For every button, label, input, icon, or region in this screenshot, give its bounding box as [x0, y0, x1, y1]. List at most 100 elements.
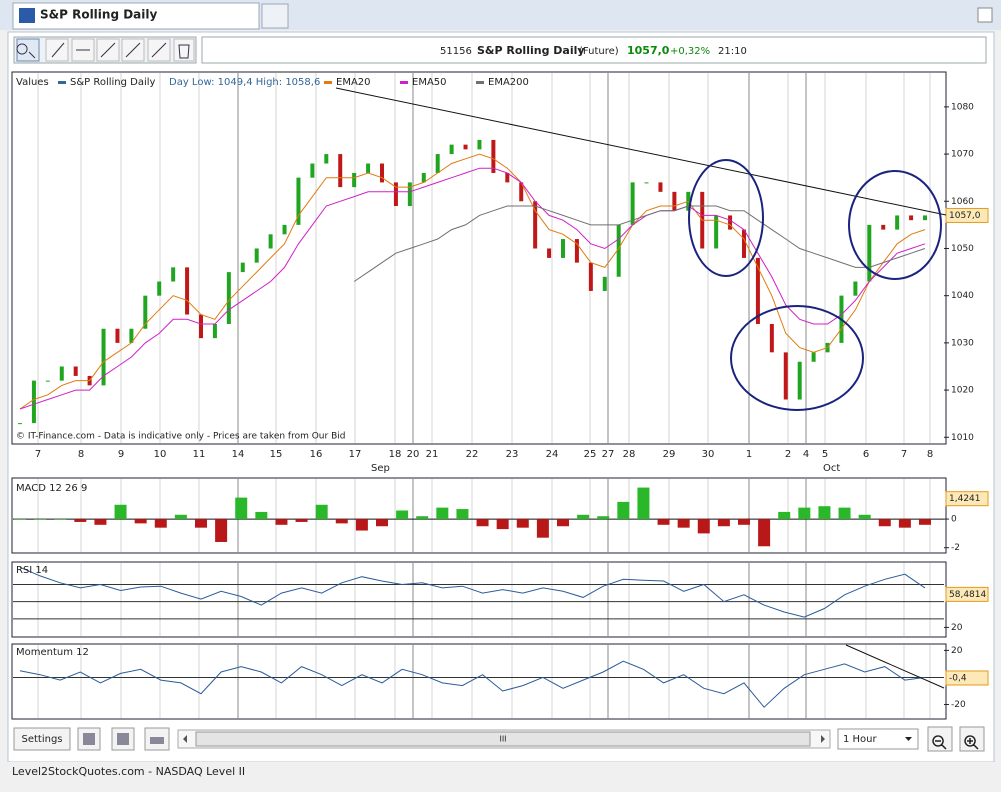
legend-swatch: [476, 81, 484, 84]
data-note: © IT-Finance.com - Data is indicative on…: [16, 432, 345, 442]
x-tick-label: 10: [154, 449, 167, 460]
quote-name: S&P Rolling Daily: [477, 44, 585, 57]
new-tab[interactable]: [261, 3, 289, 29]
zoom-in-button[interactable]: [959, 726, 985, 752]
macd-bar: [74, 519, 87, 522]
series-line: [353, 205, 926, 282]
series-line: [19, 153, 926, 410]
macd-bar: [717, 519, 730, 527]
macd-bar: [54, 519, 67, 520]
macd-bar: [798, 507, 811, 520]
y-tick-label: 20: [951, 623, 963, 633]
y-tick-label: 1080: [951, 102, 974, 112]
x-tick-label: 18: [389, 449, 402, 460]
y-tick-label: 0: [951, 515, 957, 525]
macd-bar: [778, 511, 791, 520]
last-value-label: 1,4241: [949, 494, 981, 504]
y-tick-label: 1060: [951, 197, 974, 207]
x-tick-label: 20: [407, 449, 420, 460]
x-tick-label: 6: [863, 449, 869, 460]
macd-bar: [516, 519, 529, 528]
y-tick-label: 1050: [951, 244, 974, 254]
line-tool[interactable]: [45, 38, 69, 62]
last-value-box: [945, 491, 989, 507]
x-tick-label: 17: [349, 449, 362, 460]
zoom-out-button[interactable]: [927, 726, 953, 752]
macd-bar: [34, 519, 47, 520]
status-bar: [0, 762, 1001, 792]
settings-label: Settings: [21, 734, 62, 745]
plots: 7 8 9 10 11 14 15 16 17 18 20 21 22 23 24 25 27 28 29 30 1 2 4…: [13, 77, 989, 710]
tab[interactable]: [12, 2, 260, 30]
macd-bar: [376, 519, 388, 527]
x-tick-label: 7: [35, 449, 41, 460]
legend-title: Values: [16, 77, 49, 88]
macd-bar: [315, 504, 328, 520]
macd-bar: [617, 501, 630, 520]
last-value-box: [945, 670, 989, 686]
x-tick-label: 11: [193, 449, 206, 460]
series-line: [19, 660, 926, 708]
x-tick-label: 16: [310, 449, 323, 460]
series-line: [19, 566, 926, 618]
y-tick-label: 1030: [951, 338, 974, 348]
x-tick-label: 4: [803, 449, 809, 460]
zoom-tool[interactable]: [16, 38, 40, 62]
bottom-bar: Settings III 1 Hour: [13, 726, 985, 752]
macd-bar: [898, 519, 911, 528]
y-tick-label: 1010: [951, 433, 974, 443]
price-panel: [11, 71, 947, 445]
x-tick-label: 5: [822, 449, 828, 460]
panel-label: Momentum 12: [16, 647, 89, 658]
circle-annotation: [848, 170, 942, 280]
x-tick-label: 9: [118, 449, 124, 460]
app-icon: [19, 8, 35, 23]
y-tick-label: 20: [951, 646, 963, 656]
macd-bar: [818, 506, 831, 520]
trend-line: [335, 87, 947, 216]
macd-bar: [597, 516, 610, 520]
macd-bar: [174, 514, 187, 520]
button-glyphs: [83, 733, 164, 745]
macd-bar: [195, 519, 207, 528]
x-tick-label: 1: [746, 449, 752, 460]
month-label: Sep: [371, 463, 390, 474]
interval-dropdown[interactable]: [837, 728, 919, 750]
macd-bar: [878, 519, 891, 527]
macd-bar: [557, 519, 569, 527]
x-tick-label: 28: [623, 449, 636, 460]
zoom-glyphs: [932, 735, 979, 750]
x-tick-label: 25: [584, 449, 597, 460]
quote-price: 1057,0: [627, 44, 670, 57]
macd-bar: [456, 509, 469, 520]
macd-bar: [114, 504, 127, 520]
x-tick-label: 29: [663, 449, 676, 460]
x-tick-label: 27: [602, 449, 615, 460]
quote-time: 21:10: [718, 46, 747, 57]
macd-bar: [154, 519, 167, 528]
legend-swatch: [58, 81, 66, 84]
scroll-thumb[interactable]: [195, 731, 811, 747]
rsi-panel: [11, 561, 947, 638]
macd-bar: [355, 519, 368, 531]
x-tick-label: 14: [232, 449, 245, 460]
last-value-label: 1057,0: [949, 211, 981, 221]
macd-bar: [134, 519, 147, 524]
macd-bar: [677, 519, 690, 528]
trend-line: [845, 644, 945, 689]
last-value-box: [945, 207, 989, 223]
macd-bar: [657, 519, 670, 525]
macd-bar: [14, 519, 26, 520]
x-tick-label: 21: [426, 449, 439, 460]
day-grid: [37, 73, 931, 718]
quote-kind: (Future): [579, 46, 619, 57]
macd-bar: [858, 514, 871, 520]
legend-swatch: [324, 81, 332, 84]
macd-bar: [758, 519, 771, 547]
month-label: Oct: [823, 463, 840, 474]
window-button[interactable]: [977, 7, 993, 23]
macd-bar: [255, 511, 268, 520]
settings-button[interactable]: [13, 727, 71, 751]
day-range: Day Low: 1049,4 High: 1058,6: [169, 77, 320, 88]
